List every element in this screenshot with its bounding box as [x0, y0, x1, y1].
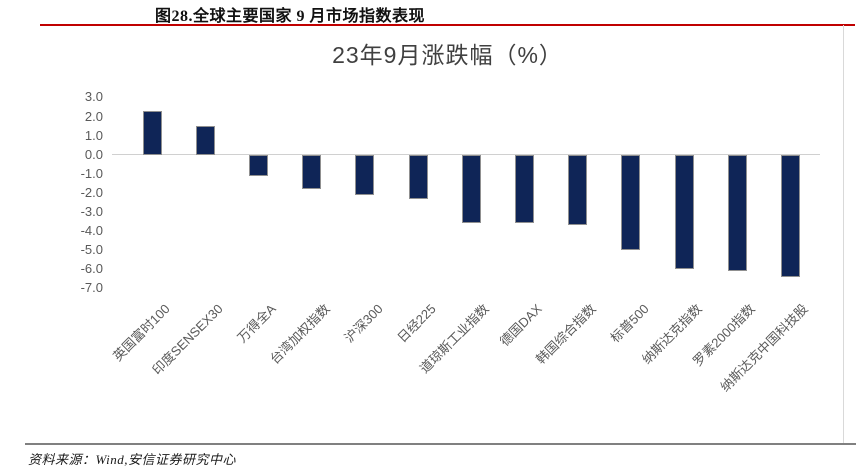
bar	[461, 154, 481, 224]
y-tick-label: 1.0	[84, 127, 103, 143]
figure-caption: 图28.全球主要国家 9 月市场指数表现	[155, 8, 426, 25]
bar	[302, 154, 322, 190]
bar	[195, 126, 215, 155]
y-tick-label: 0.0	[84, 146, 103, 162]
y-tick-label: 2.0	[84, 108, 103, 124]
bar	[355, 154, 375, 195]
y-tick-label: -3.0	[80, 204, 103, 219]
y-tick-label: -4.0	[80, 223, 103, 239]
bar	[142, 110, 162, 155]
bar	[621, 154, 641, 251]
chart-cell-right-border	[843, 25, 844, 445]
footer-rule	[25, 443, 856, 445]
bar	[514, 154, 534, 224]
bar	[568, 154, 588, 226]
source-note: 资料来源：Wind,安信证券研究中心	[28, 452, 236, 467]
bar	[248, 154, 268, 176]
bar	[780, 154, 800, 277]
y-tick-label: -5.0	[80, 242, 103, 258]
zero-gridline	[112, 154, 820, 155]
y-tick-label: -7.0	[80, 280, 103, 296]
y-tick-label: 3.0	[84, 89, 103, 105]
y-tick-label: -2.0	[80, 184, 103, 200]
chart-title: 23年9月涨跌幅（%）	[332, 42, 563, 68]
y-tick-label: -6.0	[80, 261, 103, 277]
bar	[408, 154, 428, 199]
bar	[727, 154, 747, 272]
caption-underline-rule	[40, 24, 855, 26]
y-tick-label: -1.0	[80, 165, 103, 181]
bar	[674, 154, 694, 270]
